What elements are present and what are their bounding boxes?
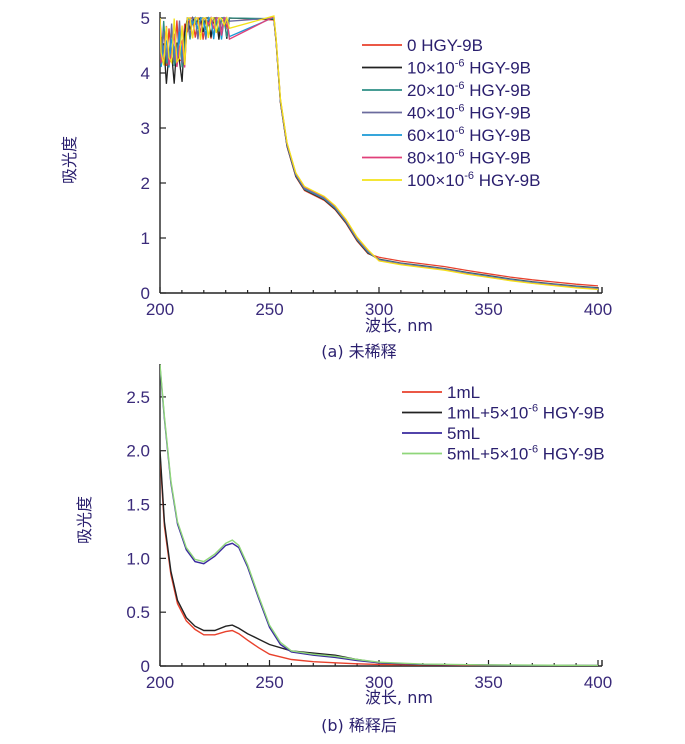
legend-entry: 5mL+5×10-6 HGY-9B (447, 444, 605, 464)
series-line (160, 15, 599, 291)
series-line (160, 450, 599, 666)
legend-entry: 1mL+5×10-6 HGY-9B (447, 403, 605, 423)
y-tick-label: 2 (141, 174, 150, 193)
legend-entry: 0 HGY-9B (407, 36, 483, 55)
x-tick-label: 350 (474, 300, 502, 319)
series-lines (160, 364, 599, 666)
x-tick-label: 400 (584, 673, 612, 692)
x-tick-label: 300 (365, 300, 393, 319)
x-tick-label: 300 (365, 673, 393, 692)
y-tick-label: 3 (141, 119, 150, 138)
y-tick-label: 4 (141, 64, 150, 83)
series-line (160, 17, 599, 287)
y-tick-label: 0.5 (126, 603, 150, 622)
x-tick-label: 250 (255, 673, 283, 692)
series-line (160, 16, 599, 289)
y-axis-label: 吸光度 (75, 496, 94, 544)
y-tick-label: 5 (141, 9, 150, 28)
x-tick-label: 350 (474, 673, 502, 692)
series-lines (160, 15, 599, 291)
legend-entry: 10×10-6 HGY-9B (407, 58, 531, 78)
y-tick-label: 2.5 (126, 388, 150, 407)
y-tick-label: 1 (141, 229, 150, 248)
series-line (160, 16, 599, 290)
x-axis-label: 波长, nm (365, 316, 433, 335)
y-tick-label: 2.0 (126, 442, 150, 461)
series-line (160, 15, 599, 290)
series-line (160, 16, 599, 289)
x-tick-label: 200 (146, 300, 174, 319)
legend-entry: 40×10-6 HGY-9B (407, 103, 531, 123)
x-tick-label: 250 (255, 300, 283, 319)
series-line (160, 15, 599, 290)
legend-entry: 60×10-6 HGY-9B (407, 125, 531, 145)
series-line (160, 456, 599, 666)
y-axis-label: 吸光度 (60, 136, 79, 184)
y-tick-label: 1.0 (126, 549, 150, 568)
legend-entry: 100×10-6 HGY-9B (407, 170, 540, 190)
x-axis-label: 波长, nm (365, 688, 433, 707)
legend-entry: 80×10-6 HGY-9B (407, 148, 531, 168)
y-tick-label: 1.5 (126, 496, 150, 515)
panel-caption: (b) 稀释后 (321, 716, 397, 735)
x-tick-label: 400 (584, 300, 612, 319)
x-tick-label: 200 (146, 673, 174, 692)
panel-caption: (a) 未稀释 (321, 342, 396, 361)
legend-entry: 20×10-6 HGY-9B (407, 80, 531, 100)
series-line (160, 364, 599, 666)
legend-entry: 1mL (447, 383, 480, 402)
y-tick-label: 0 (141, 284, 150, 303)
legend-entry: 5mL (447, 424, 480, 443)
y-tick-label: 0 (141, 657, 150, 676)
